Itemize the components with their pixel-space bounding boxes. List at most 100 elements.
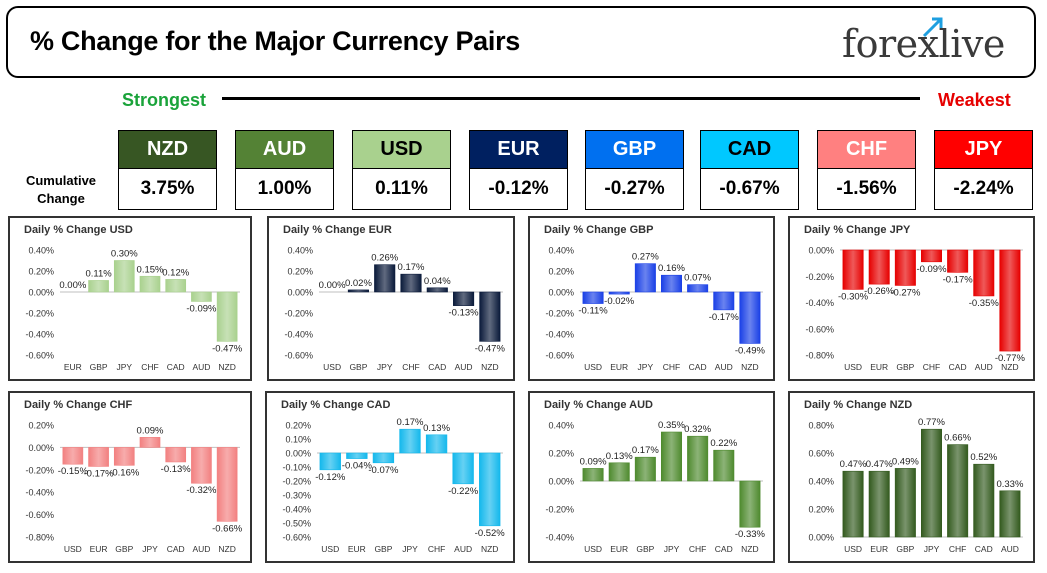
currency-box-eur: EUR -0.12%	[469, 130, 568, 210]
bar	[868, 470, 890, 538]
currency-cumulative-value: -1.56%	[836, 178, 897, 199]
strongest-label: Strongest	[122, 90, 207, 110]
y-tick-label: 0.00%	[548, 288, 574, 298]
bar	[347, 289, 369, 293]
currency-cumulative-value: 3.75%	[140, 178, 195, 199]
chart-svg: Daily % Change GBP0.40%0.20%0.00%-0.20%-…	[544, 224, 766, 372]
data-label: -0.17%	[943, 274, 974, 285]
x-category-label: CHF	[402, 362, 419, 372]
x-category-label: GBP	[349, 362, 367, 372]
currency-box-chf: CHF -1.56%	[817, 130, 916, 210]
x-category-label: AUD	[454, 544, 472, 554]
currency-box-jpy: JPY -2.24%	[934, 130, 1033, 210]
data-label: 0.33%	[996, 479, 1023, 490]
data-label: -0.17%	[709, 312, 740, 323]
bar	[661, 431, 682, 482]
data-label: 0.47%	[840, 459, 867, 470]
x-category-label: JPY	[402, 544, 418, 554]
bar	[713, 449, 735, 482]
data-label: -0.27%	[890, 287, 921, 298]
currency-code: NZD	[119, 131, 216, 169]
bar	[453, 291, 475, 306]
y-tick-label: 0.20%	[28, 267, 54, 277]
currency-code: JPY	[935, 131, 1032, 169]
x-category-label: CAD	[715, 544, 733, 554]
y-tick-label: -0.20%	[545, 309, 574, 319]
weakest-label: Weakest	[938, 90, 1011, 110]
bar	[634, 456, 656, 482]
y-tick-label: 0.80%	[808, 421, 834, 431]
x-category-label: CAD	[975, 544, 993, 554]
bar	[113, 260, 135, 293]
data-label: 0.22%	[710, 438, 737, 449]
y-tick-label: 0.20%	[808, 505, 834, 515]
currency-box-cad: CAD -0.67%	[700, 130, 799, 210]
y-tick-label: 0.00%	[28, 288, 54, 298]
currency-box-gbp: GBP -0.27%	[585, 130, 684, 210]
bar	[62, 447, 84, 465]
data-label: -0.04%	[342, 461, 373, 472]
x-category-label: USD	[321, 544, 339, 554]
data-label: 0.17%	[632, 445, 659, 456]
bar	[713, 291, 735, 311]
bar	[608, 291, 630, 295]
y-tick-label: -0.60%	[545, 351, 574, 361]
data-label: -0.49%	[735, 345, 766, 356]
y-tick-label: -0.30%	[282, 491, 311, 501]
x-category-label: NZD	[218, 544, 235, 554]
x-category-label: CAD	[167, 544, 185, 554]
bar	[400, 273, 422, 293]
bar	[191, 291, 212, 302]
y-tick-label: -0.40%	[25, 330, 54, 340]
header-banner: % Change for the Major Currency Pairs fo…	[6, 6, 1036, 78]
bar	[921, 249, 942, 263]
bar	[426, 287, 448, 293]
data-label: 0.11%	[85, 268, 112, 279]
data-label: 0.00%	[319, 280, 346, 291]
data-label: 0.07%	[684, 273, 711, 284]
bar	[374, 264, 396, 293]
bar	[216, 447, 238, 522]
cumulative-label-line1: Cumulative	[25, 173, 97, 188]
x-category-label: CHF	[949, 544, 966, 554]
bar	[739, 480, 761, 528]
x-category-label: GBP	[90, 362, 108, 372]
chart-panel-3: Daily % Change GBP 0.40% 0.20% 0.00% -0.20% -…	[528, 216, 775, 381]
x-category-label: USD	[584, 362, 602, 372]
x-category-label: USD	[844, 362, 862, 372]
x-category-label: AUD	[192, 362, 210, 372]
y-tick-label: -0.80%	[805, 351, 834, 361]
bar	[452, 452, 474, 485]
y-tick-label: 0.60%	[808, 449, 834, 459]
bar	[634, 263, 656, 293]
y-tick-label: -0.20%	[545, 505, 574, 515]
bar	[139, 437, 161, 448]
y-tick-label: -0.10%	[282, 463, 311, 473]
data-label: -0.02%	[604, 296, 635, 307]
logo-arrow-icon	[922, 17, 943, 38]
x-category-label: CHF	[141, 362, 158, 372]
data-label: 0.30%	[111, 249, 138, 260]
data-label: 0.52%	[970, 452, 997, 463]
data-label: 0.32%	[684, 424, 711, 435]
y-tick-label: -0.80%	[25, 533, 54, 543]
y-tick-label: -0.20%	[25, 465, 54, 475]
x-category-label: EUR	[348, 544, 366, 554]
x-category-label: USD	[844, 544, 862, 554]
y-tick-label: 0.40%	[287, 246, 313, 256]
currency-code: AUD	[236, 131, 333, 169]
data-label: 0.04%	[424, 276, 451, 287]
y-tick-label: -0.60%	[805, 324, 834, 334]
currency-cumulative-value: 0.11%	[375, 178, 428, 199]
currency-box-nzd: NZD 3.75%	[118, 130, 217, 210]
data-label: -0.47%	[212, 343, 243, 354]
y-tick-label: -0.40%	[805, 298, 834, 308]
chart-title: Daily % Change CAD	[281, 399, 390, 411]
x-category-label: GBP	[896, 544, 914, 554]
currency-code: CAD	[701, 131, 798, 169]
y-tick-label: -0.50%	[282, 519, 311, 529]
bar	[399, 428, 421, 454]
data-label: 0.17%	[398, 262, 425, 273]
x-category-label: NZD	[741, 544, 758, 554]
data-label: 0.17%	[397, 417, 424, 428]
